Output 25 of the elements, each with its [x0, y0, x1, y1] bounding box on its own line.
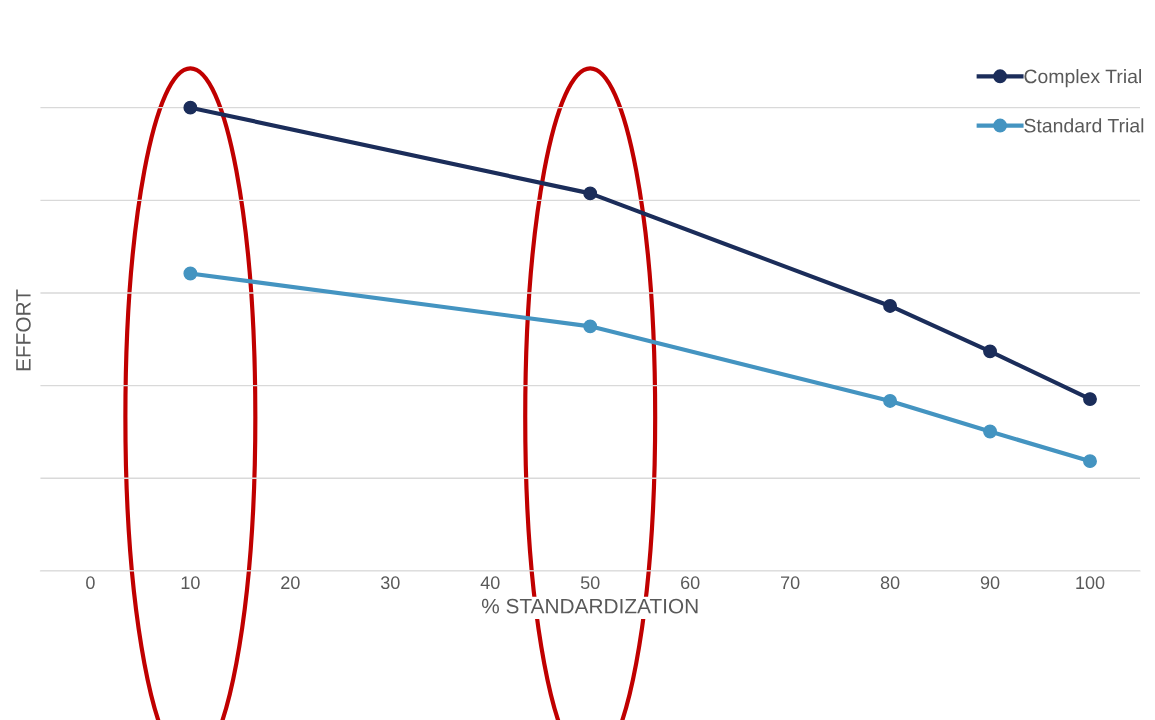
x-tick-label: 20	[281, 576, 300, 590]
point	[1083, 392, 1097, 407]
x-tick-label: 50	[580, 576, 600, 590]
x-tick-label: 70	[781, 576, 800, 590]
point	[983, 344, 997, 359]
point	[583, 319, 598, 334]
point	[883, 393, 898, 408]
y-axis-title: EFFORT	[16, 289, 31, 371]
legend-label: Complex Trial	[1024, 69, 1141, 88]
x-tick-label: 0	[86, 576, 95, 590]
x-tick-label: 60	[681, 576, 700, 590]
x-tick-label: 90	[980, 576, 1000, 590]
x-axis-title: % STANDARDIZATION	[481, 598, 698, 614]
point	[983, 424, 997, 439]
point	[583, 186, 598, 201]
x-tick-label: 100	[1076, 576, 1105, 590]
legend-label: Standard Trial	[1024, 118, 1144, 133]
point	[183, 266, 198, 281]
point	[183, 100, 198, 115]
x-tick-label: 10	[181, 576, 200, 590]
point	[1083, 454, 1097, 469]
x-tick-label: 40	[480, 576, 500, 590]
point	[883, 299, 898, 313]
x-tick-label: 80	[880, 576, 900, 590]
x-tick-label: 30	[380, 576, 400, 590]
